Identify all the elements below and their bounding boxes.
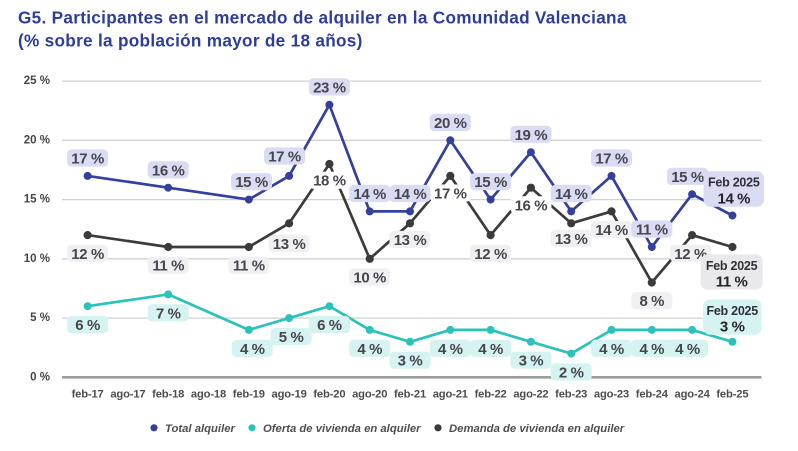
svg-text:(% sobre la población mayor de: (% sobre la población mayor de 18 años) <box>18 30 363 50</box>
svg-text:17 %: 17 % <box>434 186 467 203</box>
svg-text:ago-21: ago-21 <box>433 389 468 401</box>
svg-text:23 %: 23 % <box>313 79 346 96</box>
svg-text:4 %: 4 % <box>240 341 265 358</box>
svg-text:20 %: 20 % <box>24 134 50 146</box>
svg-text:16 %: 16 % <box>152 162 185 179</box>
svg-text:13 %: 13 % <box>273 236 306 253</box>
svg-text:17 %: 17 % <box>268 149 301 166</box>
svg-text:feb-23: feb-23 <box>555 389 587 401</box>
svg-text:5 %: 5 % <box>30 312 50 324</box>
svg-text:ago-19: ago-19 <box>272 389 307 401</box>
svg-text:14 %: 14 % <box>595 222 628 239</box>
svg-text:4 %: 4 % <box>357 341 382 358</box>
svg-text:15 %: 15 % <box>235 174 268 191</box>
svg-text:17 %: 17 % <box>595 151 628 168</box>
svg-text:15 %: 15 % <box>474 174 507 191</box>
svg-text:25 %: 25 % <box>24 75 50 87</box>
svg-text:15 %: 15 % <box>671 169 704 186</box>
svg-text:11 %: 11 % <box>716 274 748 291</box>
svg-text:Feb 2025: Feb 2025 <box>708 176 760 190</box>
svg-text:4 %: 4 % <box>438 341 463 358</box>
svg-text:Feb 2025: Feb 2025 <box>706 259 758 273</box>
svg-text:Oferta de vivienda en alquiler: Oferta de vivienda en alquiler <box>263 423 421 435</box>
svg-text:feb-17: feb-17 <box>72 389 104 401</box>
svg-text:4 %: 4 % <box>599 341 624 358</box>
svg-text:12 %: 12 % <box>71 246 104 263</box>
svg-text:Feb 2025: Feb 2025 <box>706 304 758 318</box>
svg-text:feb-20: feb-20 <box>313 389 345 401</box>
svg-text:feb-24: feb-24 <box>636 389 669 401</box>
svg-text:6 %: 6 % <box>317 317 342 334</box>
svg-text:8 %: 8 % <box>639 293 664 310</box>
svg-text:4 %: 4 % <box>478 341 503 358</box>
svg-text:13 %: 13 % <box>555 231 588 248</box>
svg-text:feb-21: feb-21 <box>394 389 426 401</box>
svg-text:11 %: 11 % <box>152 258 184 275</box>
svg-text:ago-20: ago-20 <box>352 389 387 401</box>
svg-text:6 %: 6 % <box>75 317 100 334</box>
svg-text:0 %: 0 % <box>30 371 50 383</box>
svg-text:3 %: 3 % <box>398 353 423 370</box>
svg-text:Total alquiler: Total alquiler <box>165 423 235 435</box>
svg-text:18 %: 18 % <box>313 173 346 190</box>
svg-text:5 %: 5 % <box>279 329 304 346</box>
svg-text:13 %: 13 % <box>394 232 427 249</box>
svg-text:feb-19: feb-19 <box>233 389 265 401</box>
svg-text:14 %: 14 % <box>394 186 427 203</box>
svg-text:12 %: 12 % <box>474 246 507 263</box>
svg-text:3 %: 3 % <box>720 319 745 336</box>
svg-text:ago-23: ago-23 <box>594 389 629 401</box>
svg-text:ago-18: ago-18 <box>191 389 226 401</box>
svg-text:feb-25: feb-25 <box>716 389 748 401</box>
svg-text:10 %: 10 % <box>24 253 50 265</box>
svg-text:14 %: 14 % <box>555 186 588 203</box>
svg-text:7 %: 7 % <box>156 305 181 322</box>
svg-text:ago-17: ago-17 <box>110 389 145 401</box>
svg-text:ago-24: ago-24 <box>675 389 711 401</box>
svg-text:G5. Participantes en el mercad: G5. Participantes en el mercado de alqui… <box>18 8 627 28</box>
svg-text:2 %: 2 % <box>559 365 584 382</box>
svg-text:Demanda de vivienda en alquile: Demanda de vivienda en alquiler <box>449 423 625 435</box>
svg-text:17 %: 17 % <box>71 151 104 168</box>
svg-text:14 %: 14 % <box>718 191 751 208</box>
svg-text:11 %: 11 % <box>233 258 265 275</box>
svg-text:4 %: 4 % <box>639 341 664 358</box>
svg-text:4 %: 4 % <box>675 341 700 358</box>
svg-text:16 %: 16 % <box>515 197 548 214</box>
svg-text:feb-18: feb-18 <box>152 389 184 401</box>
svg-text:20 %: 20 % <box>434 115 467 132</box>
svg-text:15 %: 15 % <box>24 194 50 206</box>
svg-text:feb-22: feb-22 <box>475 389 507 401</box>
svg-text:10 %: 10 % <box>353 270 386 287</box>
svg-text:3 %: 3 % <box>519 353 544 370</box>
svg-text:12 %: 12 % <box>674 246 707 263</box>
svg-text:19 %: 19 % <box>515 127 548 144</box>
svg-text:ago-22: ago-22 <box>513 389 548 401</box>
svg-text:11 %: 11 % <box>636 222 668 239</box>
svg-text:14 %: 14 % <box>353 186 386 203</box>
